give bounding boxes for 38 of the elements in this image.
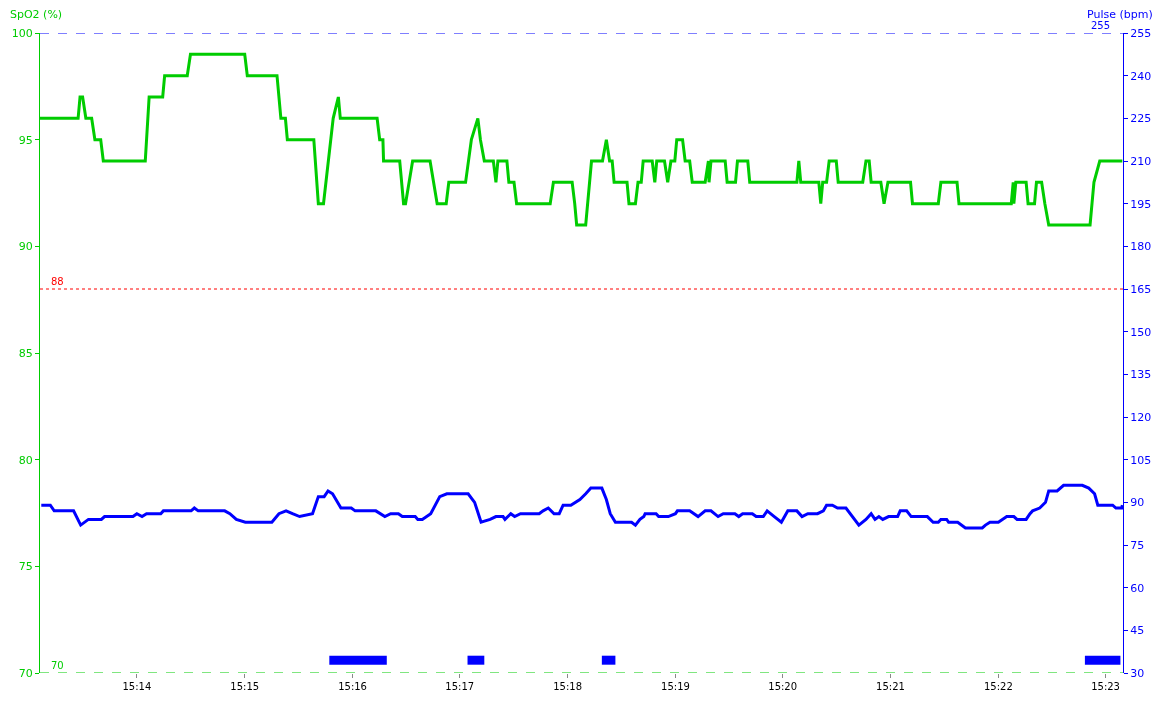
x-tick-label: 15:19 <box>661 681 690 692</box>
x-tick-label: 15:17 <box>445 681 475 692</box>
ref-line-label: 255 <box>1091 20 1111 31</box>
y-tick-label: 80 <box>18 453 33 467</box>
y2-tick-label: 240 <box>1130 69 1152 83</box>
y2-tick-label: 30 <box>1130 666 1145 680</box>
y-tick-label: 70 <box>18 666 33 680</box>
x-tick-label: 15:22 <box>983 681 1013 692</box>
y2-tick-label: 180 <box>1130 240 1152 254</box>
y-tick-label: 90 <box>18 240 33 254</box>
x-tick-label: 15:14 <box>122 681 152 692</box>
x-tick-label: 15:21 <box>876 681 905 692</box>
ref-line-label: 88 <box>51 276 64 287</box>
x-tick-label: 15:15 <box>230 681 260 692</box>
y-tick-label: 75 <box>18 560 33 574</box>
ref-line-label: 70 <box>51 660 64 671</box>
y-tick-label: 100 <box>11 26 33 40</box>
y-tick-label: 85 <box>18 346 33 360</box>
y2-tick-label: 90 <box>1130 496 1145 510</box>
y2-tick-label: 105 <box>1130 453 1152 467</box>
y2-tick-label: 210 <box>1130 154 1152 168</box>
y2-tick-label: 135 <box>1130 368 1152 382</box>
y2-tick-label: 45 <box>1130 624 1145 638</box>
y2-tick-label: 165 <box>1130 282 1152 296</box>
y-tick-label: 95 <box>18 133 33 147</box>
x-tick-label: 15:20 <box>768 681 798 692</box>
y2-tick-label: 225 <box>1130 112 1152 126</box>
x-tick-label: 15:23 <box>1091 681 1120 692</box>
y2-tick-label: 60 <box>1130 581 1145 595</box>
y2-tick-label: 150 <box>1130 325 1152 339</box>
y2-axis-title: Pulse (bpm) <box>1087 8 1153 21</box>
x-tick-label: 15:18 <box>553 681 583 692</box>
y2-tick-label: 255 <box>1130 26 1152 40</box>
y-axis-title: SpO2 (%) <box>10 8 63 21</box>
x-tick-label: 15:16 <box>338 681 367 692</box>
y2-tick-label: 120 <box>1130 410 1152 424</box>
y2-tick-label: 195 <box>1130 197 1152 211</box>
y2-tick-label: 75 <box>1130 538 1145 552</box>
